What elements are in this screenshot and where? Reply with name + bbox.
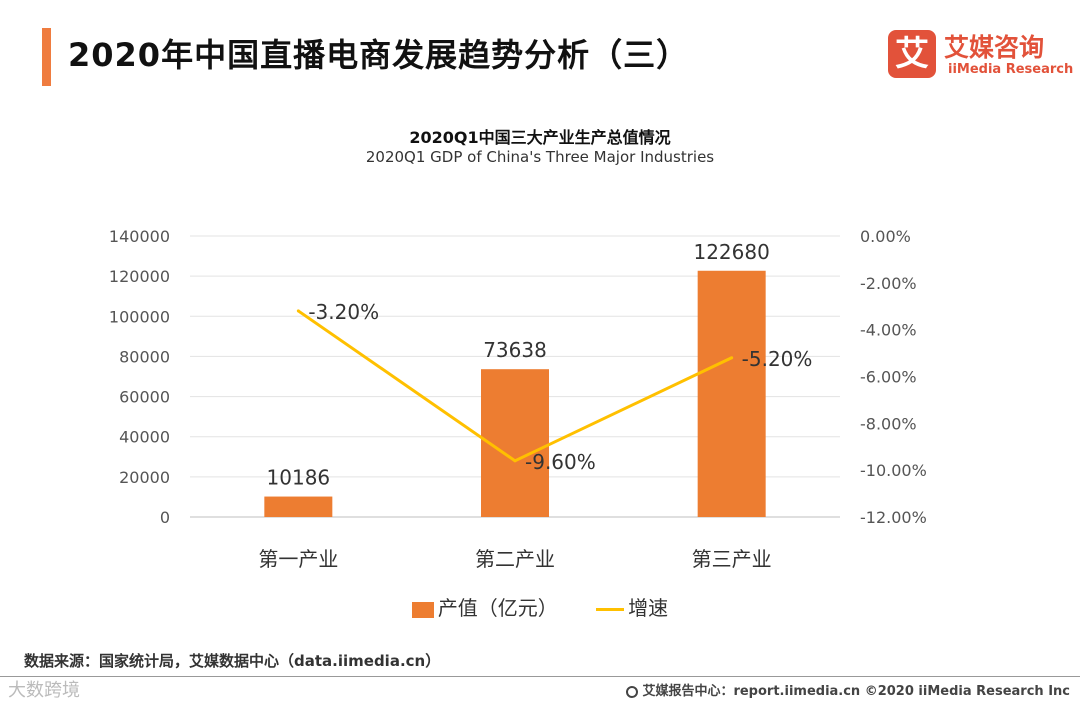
y-left-tick-label: 0	[160, 508, 170, 527]
line-point	[730, 356, 734, 360]
logo-english-name: iiMedia Research	[948, 62, 1074, 77]
x-category-label: 第二产业	[475, 547, 555, 571]
y-right-tick-label: -6.00%	[860, 368, 917, 387]
line-value-label: -3.20%	[308, 300, 379, 324]
footer-divider	[0, 676, 1080, 677]
x-category-label: 第三产业	[692, 547, 772, 571]
legend-item-growth: 增速	[596, 592, 668, 621]
line-series	[296, 309, 734, 463]
bar-value-label: 10186	[267, 466, 331, 490]
line-point	[296, 309, 300, 313]
y-left-tick-label: 60000	[119, 388, 170, 407]
line-point	[513, 459, 517, 463]
bar-value-label: 73638	[483, 338, 547, 362]
chart-title: 2020Q1中国三大产业生产总值情况	[409, 128, 671, 147]
bar-series	[264, 270, 766, 517]
y-right-tick-label: -2.00%	[860, 274, 917, 293]
y-right-tick-label: 0.00%	[860, 227, 911, 246]
iimedia-logo: 艾 艾媒咨询 iiMedia Research	[888, 30, 1073, 86]
legend-label-output: 产值（亿元）	[437, 596, 558, 620]
y-left-tick-label: 120000	[109, 267, 170, 286]
bar-swatch-icon	[411, 601, 434, 618]
y-right-tick-label: -8.00%	[860, 414, 917, 433]
y-right-tick-label: -10.00%	[860, 461, 927, 480]
bar	[481, 369, 549, 517]
y-left-tick-label: 20000	[119, 468, 170, 487]
data-labels: 10186 73638 122680 -3.20% -9.60% -5.20%	[267, 240, 813, 490]
legend-label-growth: 增速	[628, 596, 669, 620]
footer-credits: 艾媒报告中心：report.iimedia.cn ©2020 iiMedia R…	[626, 680, 1070, 699]
page-title: 2020年中国直播电商发展趋势分析（三）	[68, 36, 690, 74]
bar	[697, 270, 766, 517]
y-right-tick-label: -12.00%	[860, 508, 927, 527]
line-swatch-icon	[596, 608, 625, 611]
y-left-tick-label: 100000	[109, 307, 170, 326]
logo-chinese-name: 艾媒咨询	[944, 33, 1045, 62]
x-category-label: 第一产业	[258, 547, 338, 571]
chart-subtitle: 2020Q1 GDP of China's Three Major Indust…	[365, 148, 715, 166]
globe-icon	[626, 685, 639, 698]
title-accent-bar	[42, 28, 51, 86]
footer-credits-text: 艾媒报告中心：report.iimedia.cn ©2020 iiMedia R…	[642, 684, 1070, 699]
axes-labels: 0 20000 40000 60000 80000 100000 120000 140000 -…	[109, 227, 927, 571]
y-left-tick-label: 80000	[119, 347, 170, 366]
y-right-tick-label: -4.00%	[860, 321, 917, 340]
watermark: 大数跨境	[8, 680, 80, 701]
legend-item-output: 产值（亿元）	[411, 592, 558, 621]
bar-value-label: 122680	[693, 240, 769, 264]
y-left-tick-label: 40000	[119, 428, 170, 447]
bar	[264, 496, 333, 517]
logo-mark-icon: 艾	[888, 30, 936, 78]
chart-legend: 产值（亿元） 增速	[0, 592, 1080, 621]
line-value-label: -9.60%	[525, 450, 596, 474]
line-value-label: -5.20%	[742, 347, 813, 371]
data-source: 数据来源：国家统计局，艾媒数据中心（data.iimedia.cn）	[24, 652, 441, 670]
y-left-tick-label: 140000	[109, 227, 170, 246]
